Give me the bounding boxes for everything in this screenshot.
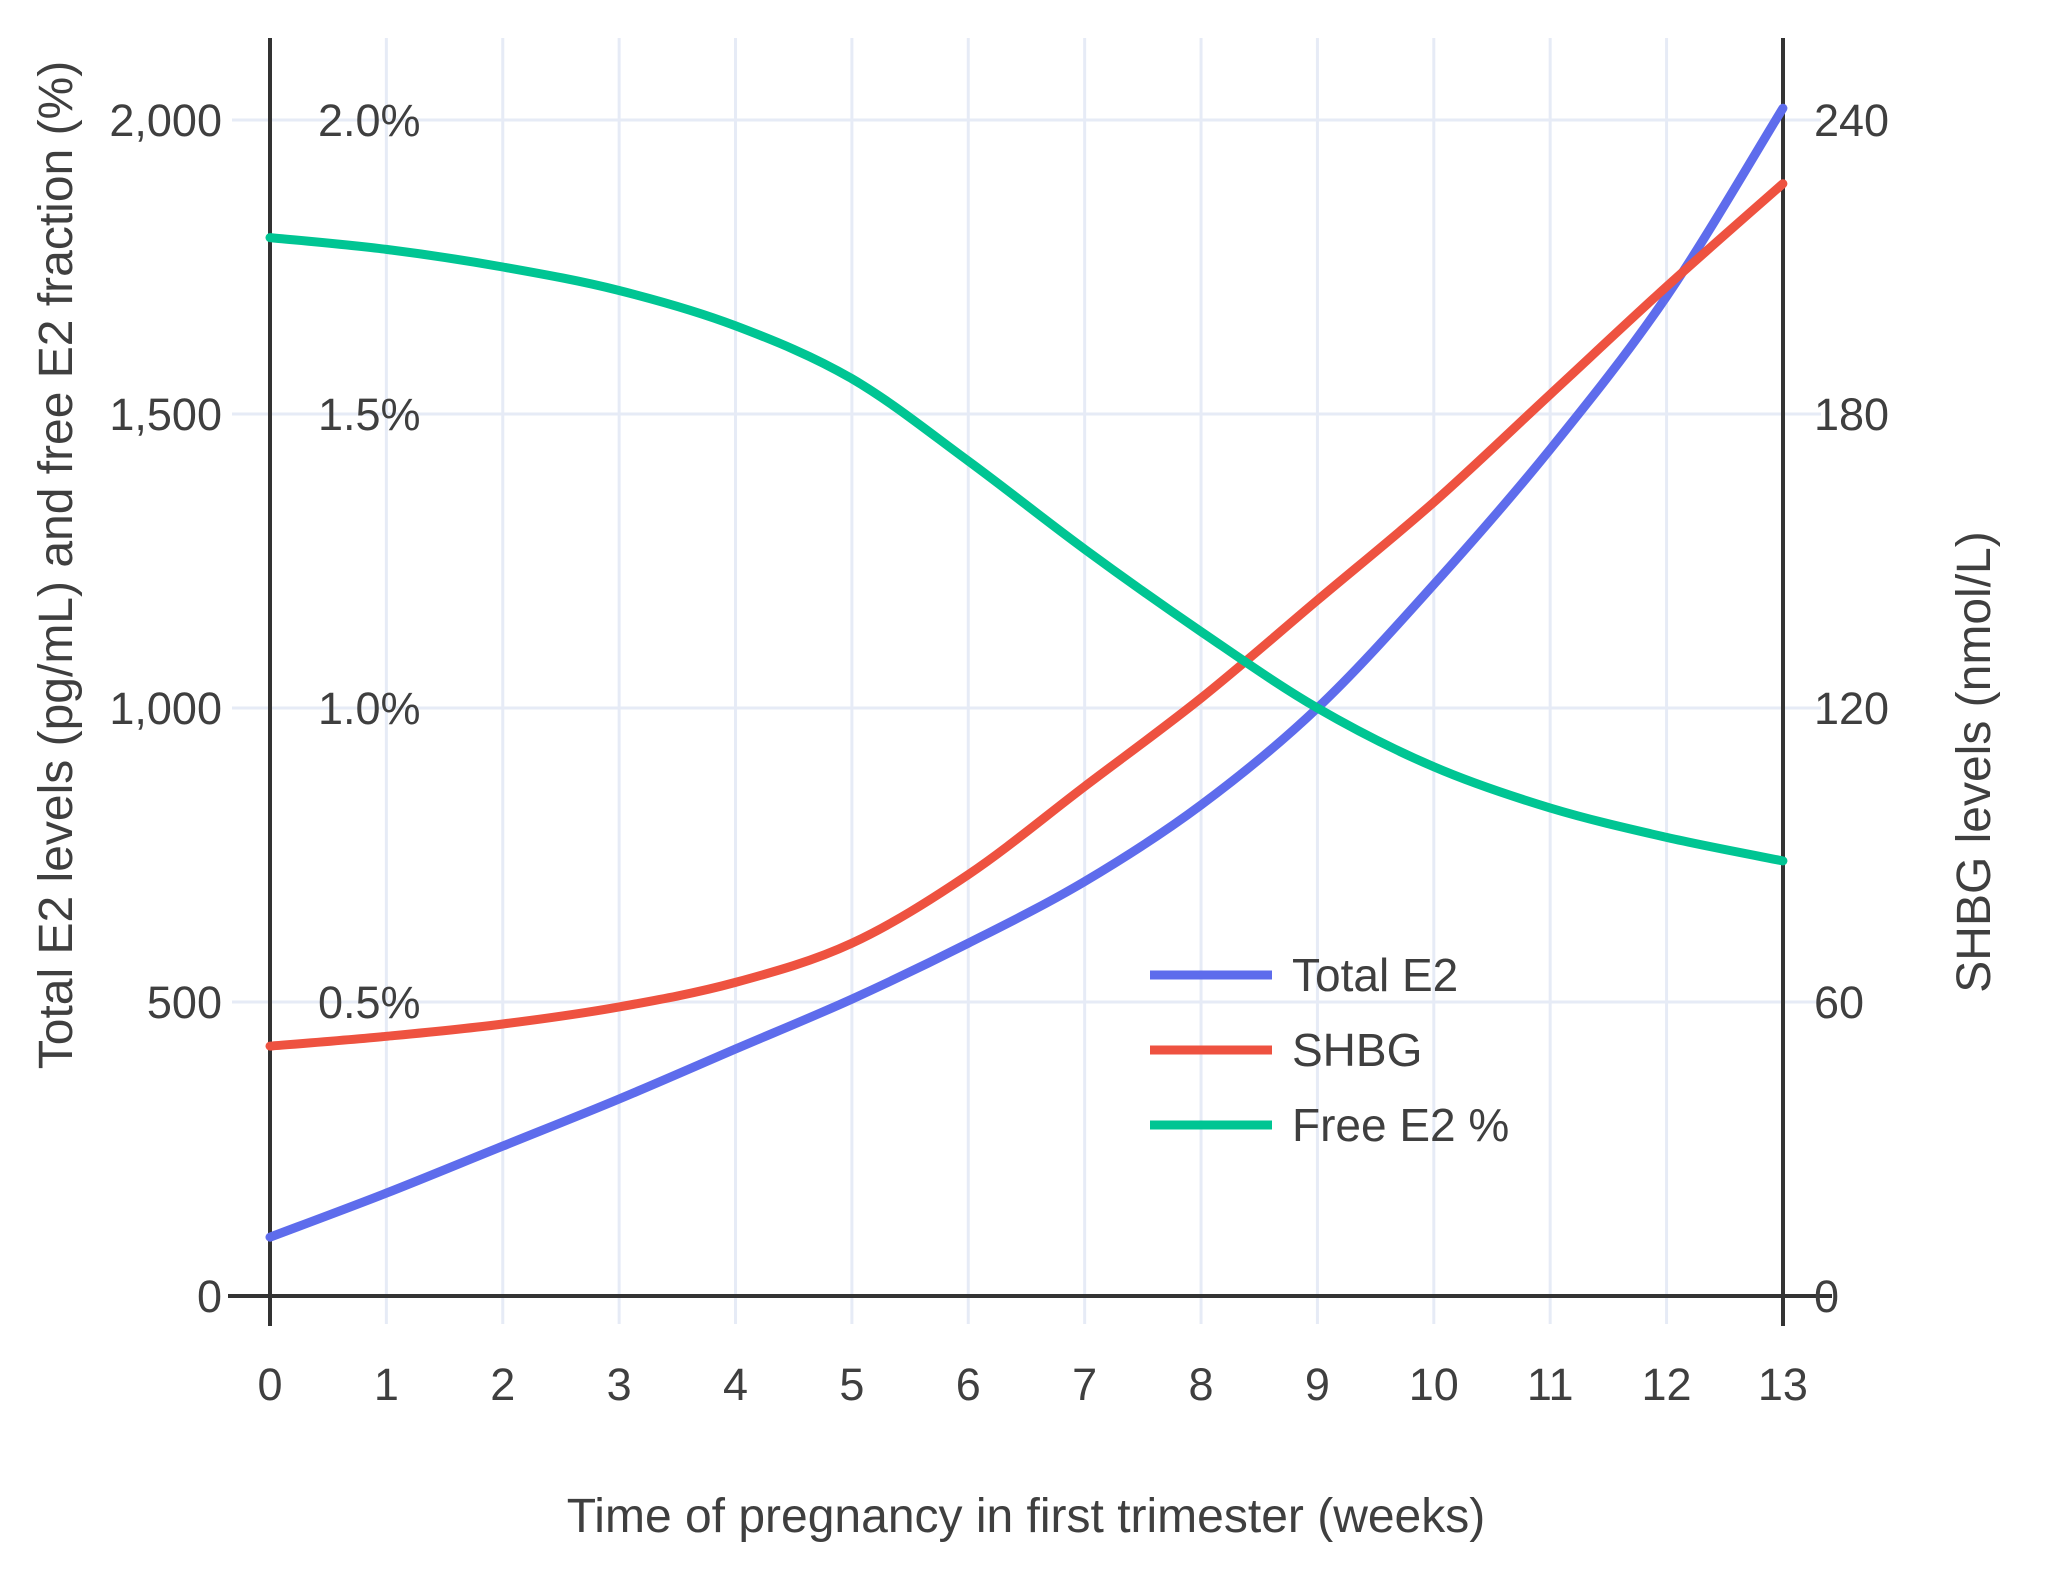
left-axis-tick-label: 2,000 [109,95,222,146]
x-axis-tick-label: 2 [490,1359,515,1410]
x-axis-tick-label: 9 [1305,1359,1330,1410]
gridlines [232,38,1821,1324]
legend-item-total-e2[interactable]: Total E2 [1150,949,1458,1001]
legend-item-free-e2[interactable]: Free E2 % [1150,1099,1509,1151]
legend-item-shbg[interactable]: SHBG [1150,1024,1422,1076]
left-axis-tick-label: 1,000 [109,683,222,734]
x-axis-tick-label: 6 [956,1359,981,1410]
left-axis-tick-label: 1,500 [109,389,222,440]
left-y-axis-title: Total E2 levels (pg/mL) and free E2 frac… [30,61,83,1069]
x-axis-title: Time of pregnancy in first trimester (we… [567,1490,1485,1543]
x-axis-tick-label: 11 [1527,1359,1574,1410]
axes [228,38,1832,1326]
x-axis-tick-label: 8 [1189,1359,1214,1410]
x-axis-tick-label: 13 [1758,1359,1808,1410]
legend: Total E2 SHBG Free E2 % [1150,949,1509,1151]
curve-shbg[interactable] [265,179,1788,1051]
data-curves [265,103,1788,1242]
x-axis-tick-label: 0 [257,1359,282,1410]
free-e2-percent-gridline-label: 1.0% [318,683,421,734]
legend-label-total-e2: Total E2 [1292,949,1458,1001]
legend-label-shbg: SHBG [1292,1024,1422,1076]
x-axis-tick-label: 3 [607,1359,632,1410]
left-axis-tick-label: 0 [197,1271,222,1322]
x-axis-tick-label: 1 [374,1359,399,1410]
free-e2-percent-gridline-label: 0.5% [318,977,421,1028]
x-axis-tick-label: 4 [723,1359,748,1410]
right-axis-tick-label: 180 [1814,389,1889,440]
right-axis-tick-label: 240 [1814,95,1889,146]
x-axis-tick-label: 5 [839,1359,864,1410]
right-y-axis-title: SHBG levels (nmol/L) [1948,531,2001,992]
left-axis-tick-label: 500 [147,977,222,1028]
curve-free-e2-[interactable] [265,233,1788,866]
right-axis-tick-label: 120 [1814,683,1889,734]
legend-label-free-e2: Free E2 % [1292,1099,1509,1151]
free-e2-percent-gridline-label: 2.0% [318,95,421,146]
curve-total-e2[interactable] [265,103,1788,1242]
right-axis-tick-label: 60 [1814,977,1864,1028]
right-axis-tick-label: 0 [1814,1271,1839,1322]
x-axis-tick-label: 7 [1072,1359,1097,1410]
x-axis-tick-label: 12 [1642,1359,1692,1410]
free-e2-percent-gridline-label: 1.5% [318,389,421,440]
x-axis-tick-label: 10 [1409,1359,1459,1410]
